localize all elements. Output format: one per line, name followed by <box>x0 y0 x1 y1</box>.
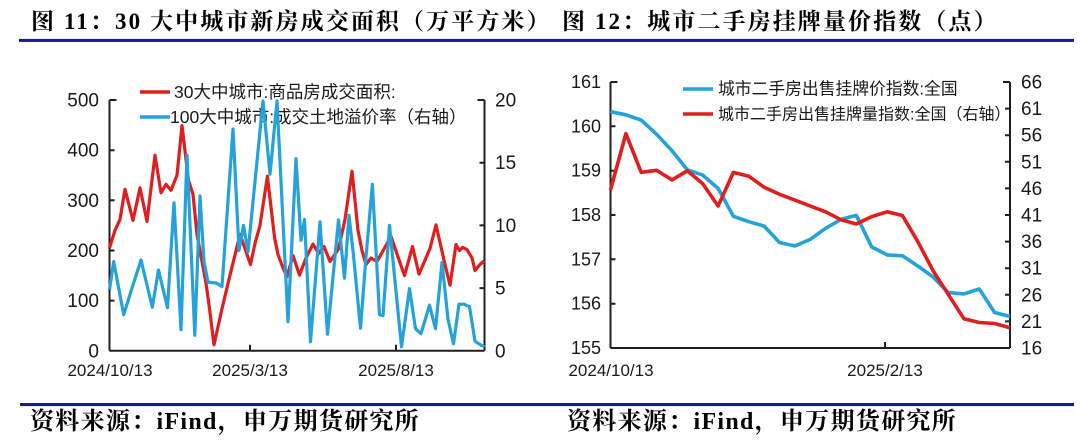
svg-text:15: 15 <box>495 153 516 174</box>
svg-text:56: 56 <box>1021 126 1042 147</box>
svg-text:资料来源：iFind，申万期货研究所: 资料来源：iFind，申万期货研究所 <box>567 408 957 435</box>
svg-text:2024/10/13: 2024/10/13 <box>568 361 653 380</box>
svg-text:100大中城市:成交土地溢价率（右轴）: 100大中城市:成交土地溢价率（右轴） <box>170 107 467 127</box>
svg-text:资料来源：iFind，申万期货研究所: 资料来源：iFind，申万期货研究所 <box>30 408 420 435</box>
svg-text:300: 300 <box>67 191 99 212</box>
svg-text:0: 0 <box>88 341 99 362</box>
svg-text:61: 61 <box>1021 99 1042 120</box>
svg-text:10: 10 <box>495 216 516 237</box>
svg-text:26: 26 <box>1021 285 1042 306</box>
svg-text:200: 200 <box>67 241 99 262</box>
svg-text:31: 31 <box>1021 259 1042 280</box>
svg-text:36: 36 <box>1021 232 1042 253</box>
svg-text:21: 21 <box>1021 312 1042 333</box>
svg-text:16: 16 <box>1021 339 1042 360</box>
svg-text:161: 161 <box>571 72 601 92</box>
svg-text:图 11：30 大中城市新房成交面积（万平方米）: 图 11：30 大中城市新房成交面积（万平方米） <box>31 8 552 34</box>
svg-text:2025/3/13: 2025/3/13 <box>212 361 288 380</box>
svg-text:66: 66 <box>1021 73 1042 94</box>
svg-text:160: 160 <box>571 116 601 136</box>
svg-text:20: 20 <box>495 91 516 112</box>
svg-text:41: 41 <box>1021 206 1042 227</box>
svg-text:0: 0 <box>495 341 506 362</box>
svg-text:51: 51 <box>1021 152 1042 173</box>
svg-text:30大中城市:商品房成交面积:: 30大中城市:商品房成交面积: <box>174 82 396 102</box>
svg-text:156: 156 <box>571 294 601 314</box>
svg-text:5: 5 <box>495 279 506 300</box>
svg-text:2025/2/13: 2025/2/13 <box>847 361 923 380</box>
svg-text:159: 159 <box>571 161 601 181</box>
svg-text:图 12：城市二手房挂牌量价指数（点）: 图 12：城市二手房挂牌量价指数（点） <box>562 8 999 34</box>
svg-text:155: 155 <box>571 338 601 358</box>
svg-text:2024/10/13: 2024/10/13 <box>67 361 152 380</box>
svg-text:46: 46 <box>1021 179 1042 200</box>
svg-text:400: 400 <box>67 141 99 162</box>
svg-text:100: 100 <box>67 291 99 312</box>
svg-text:城市二手房出售挂牌量指数:全国（右轴）: 城市二手房出售挂牌量指数:全国（右轴） <box>718 106 1010 124</box>
svg-text:157: 157 <box>571 249 601 269</box>
svg-text:城市二手房出售挂牌价指数:全国: 城市二手房出售挂牌价指数:全国 <box>718 80 958 99</box>
svg-text:158: 158 <box>571 205 601 225</box>
svg-text:500: 500 <box>67 91 99 112</box>
svg-text:2025/8/13: 2025/8/13 <box>358 361 434 380</box>
